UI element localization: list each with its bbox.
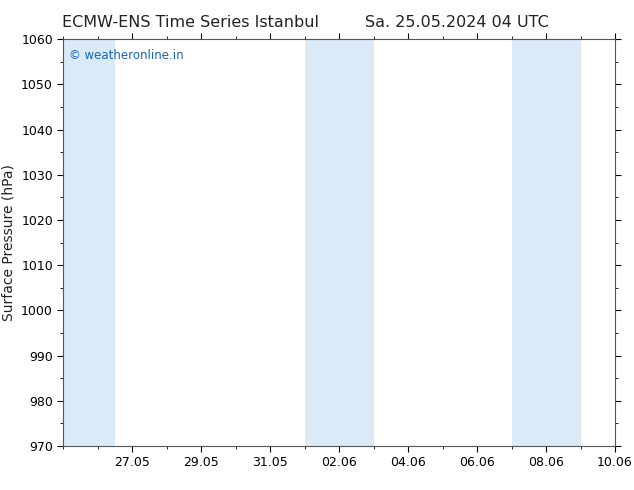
Text: Sa. 25.05.2024 04 UTC: Sa. 25.05.2024 04 UTC [365,15,548,30]
Bar [305,39,373,446]
Text: © weatheronline.in: © weatheronline.in [69,49,183,62]
Bar [63,39,115,446]
Text: ECMW-ENS Time Series Istanbul: ECMW-ENS Time Series Istanbul [61,15,319,30]
Y-axis label: Surface Pressure (hPa): Surface Pressure (hPa) [1,164,16,321]
Bar [512,39,581,446]
